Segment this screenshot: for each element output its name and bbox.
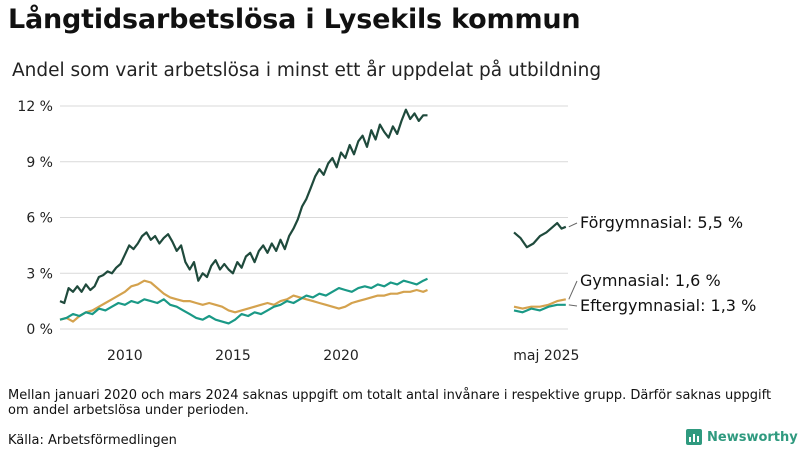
chart-subtitle: Andel som varit arbetslösa i minst ett å… <box>12 60 602 81</box>
source-note: Källa: Arbetsförmedlingen <box>8 433 177 448</box>
y-tick-label: 12 % <box>17 99 53 115</box>
label-leader-line <box>568 280 578 300</box>
grid <box>60 105 568 330</box>
brand-name: Newsworthy <box>707 429 798 445</box>
y-tick-label: 0 % <box>26 322 53 338</box>
y-tick-label: 3 % <box>26 266 53 282</box>
series-end-label: Eftergymnasial: 1,3 % <box>580 296 756 315</box>
chart-title: Långtidsarbetslösa i Lysekils kommun <box>8 4 581 35</box>
x-axis-labels: 2010 2015 2020 maj 2025 <box>107 348 579 364</box>
series-line-eftergymnasial <box>59 277 428 325</box>
series-end-label: Förgymnasial: 5,5 % <box>580 213 743 232</box>
label-leader-line <box>568 222 578 228</box>
series-line-gymnasial <box>59 279 428 323</box>
newsworthy-logo: Newsworthy <box>686 429 798 445</box>
line-chart: 0 % 3 % 6 % 9 % 12 % 2010 2015 2020 maj 2025 Fö… <box>17 99 756 364</box>
label-leader-line <box>568 304 578 307</box>
series-line-gymnasial <box>513 298 567 310</box>
y-tick-label: 9 % <box>26 155 53 171</box>
x-tick-label: maj 2025 <box>513 348 579 364</box>
series-end-labels: Förgymnasial: 5,5 % Gymnasial: 1,6 % Efter… <box>568 213 756 315</box>
series-lines <box>59 108 567 325</box>
y-tick-label: 6 % <box>26 211 53 227</box>
series-line-eftergymnasial <box>513 303 566 314</box>
x-tick-label: 2010 <box>107 348 143 364</box>
series-line-förgymnasial <box>59 108 428 305</box>
footnote: Mellan januari 2020 och mars 2024 saknas… <box>8 388 772 418</box>
newsworthy-logo-icon <box>686 429 702 445</box>
y-axis-labels: 0 % 3 % 6 % 9 % 12 % <box>17 99 53 338</box>
series-line-förgymnasial <box>513 222 567 249</box>
series-end-label: Gymnasial: 1,6 % <box>580 271 721 290</box>
x-tick-label: 2015 <box>215 348 251 364</box>
x-tick-label: 2020 <box>323 348 359 364</box>
